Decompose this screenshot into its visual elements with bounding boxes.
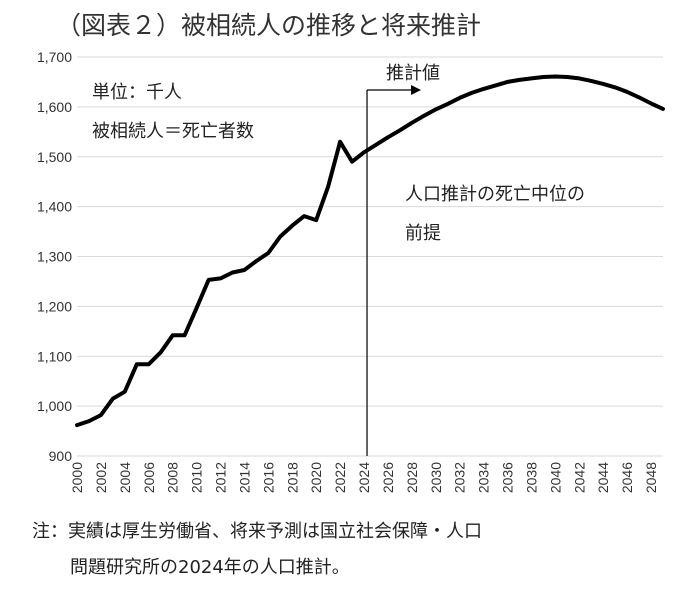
x-tick-label: 2042 [571,462,587,493]
x-tick-label: 2020 [308,462,324,493]
x-tick-label: 2004 [117,462,133,493]
x-tick-label: 2018 [284,462,300,493]
x-tick-labels: 2000 2002 2004 2006 2008 2010 2012 2014 2016 2018… [69,462,659,493]
x-tick-label: 2016 [260,462,276,493]
series-line-path [75,74,665,428]
series-line [75,74,665,428]
y-tick-label: 1,100 [37,348,72,364]
source-note-line2: 問題研究所の2024年の人口推計。 [70,557,350,578]
annotations: 単位：千人 被相続人＝死亡者数 推計値 人口推計の死亡中位の 前提 [92,63,585,244]
x-tick-label: 2012 [213,462,229,493]
projection-marker [366,85,422,456]
x-tick-label: 2040 [547,462,563,493]
x-tick-label: 2038 [523,462,539,493]
projection-basis-line2: 前提 [405,223,441,244]
x-tick-label: 2026 [380,462,396,493]
x-tick-label: 2034 [476,462,492,493]
y-tick-label: 1,500 [37,149,72,165]
source-note-line1: 注：実績は厚生労働省、将来予測は国立社会保障・人口 [32,521,482,542]
chart-title: （図表２）被相続人の推移と将来推計 [56,11,482,40]
x-tick-label: 2014 [236,462,252,493]
y-tick-label: 1,300 [37,249,72,265]
y-tick-label: 1,000 [37,398,72,414]
x-tick-label: 2024 [356,462,372,493]
x-tick-label: 2028 [404,462,420,493]
x-tick-label: 2008 [165,462,181,493]
projection-label: 推計値 [386,63,440,84]
unit-annotation: 単位：千人 [92,82,182,103]
x-tick-label: 2010 [189,462,205,493]
y-tick-label: 900 [49,448,73,464]
y-tick-label: 1,400 [37,199,72,215]
definition-annotation: 被相続人＝死亡者数 [92,121,254,142]
grid-lines [77,56,663,457]
x-tick-label: 2044 [595,462,611,493]
x-tick-label: 2032 [452,462,468,493]
y-tick-labels: 900 1,000 1,100 1,200 1,300 1,400 1,500 1,600 1,… [37,49,72,464]
projection-basis-line1: 人口推計の死亡中位の [405,184,585,205]
x-tick-label: 2036 [500,462,516,493]
y-tick-label: 1,600 [37,99,72,115]
y-tick-label: 1,700 [37,49,72,65]
x-tick-label: 2046 [619,462,635,493]
x-tick-label: 2006 [141,462,157,493]
x-tick-label: 2000 [69,462,85,493]
x-tick-label: 2002 [93,462,109,493]
x-tick-label: 2048 [643,462,659,493]
x-tick-label: 2030 [428,462,444,493]
projection-arrow-head [411,85,422,95]
y-tick-label: 1,200 [37,298,72,314]
x-tick-label: 2022 [332,462,348,493]
